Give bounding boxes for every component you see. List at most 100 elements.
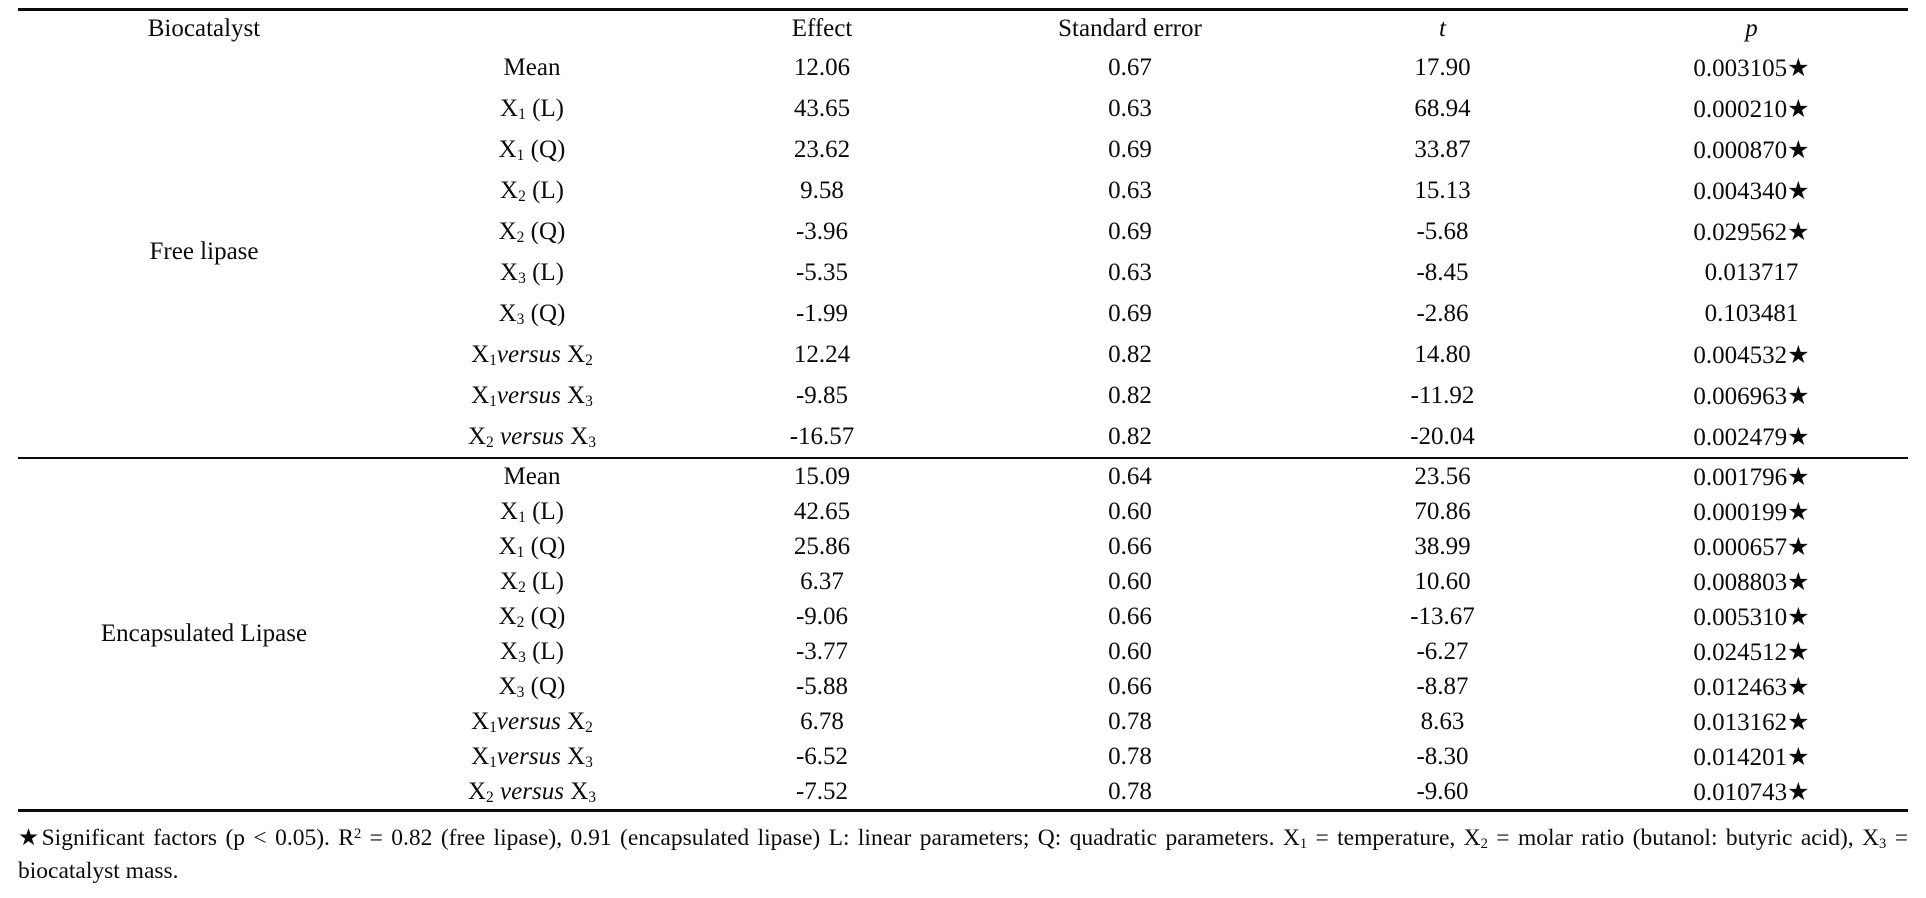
p-cell: 0.013717: [1704, 258, 1799, 286]
t-cell: -20.04: [1410, 422, 1475, 450]
standard-error-cell: 0.63: [1108, 176, 1152, 204]
t-cell: 33.87: [1414, 135, 1471, 163]
table-row: X1versus X2 12.24 0.82 14.80 0.004532★: [18, 334, 1908, 375]
col-header-t: t: [1439, 15, 1446, 42]
table-row: Free lipase Mean 12.06 0.67 17.90 0.003105★: [18, 47, 1908, 266]
section-encapsulated-lipase: Encapsulated Lipase Mean 15.09 0.64 23.56 0.0…: [18, 458, 1908, 811]
t-cell: 10.60: [1414, 567, 1471, 595]
footnote: ★Significant factors (p < 0.05). R2 = 0.…: [18, 825, 1908, 884]
table-row: Encapsulated Lipase Mean 15.09 0.64 23.56 0.0…: [18, 458, 1908, 648]
effect-cell: -6.52: [795, 742, 849, 770]
standard-error-cell: 0.63: [1108, 258, 1152, 286]
effect-cell: 42.65: [793, 497, 851, 525]
standard-error-cell: 0.63: [1108, 94, 1152, 122]
table-row: X3 (Q) -1.99 0.69 -2.86 0.103481: [18, 293, 1908, 334]
standard-error-cell: 0.64: [1108, 462, 1152, 490]
factor-cell: X3 (L): [500, 637, 564, 666]
t-cell: 68.94: [1414, 94, 1471, 122]
standard-error-cell: 0.69: [1108, 217, 1152, 245]
t-cell: 8.63: [1420, 707, 1465, 735]
effect-cell: 12.24: [793, 340, 851, 368]
factor-cell: X1 (Q): [498, 135, 566, 164]
standard-error-cell: 0.66: [1108, 532, 1152, 560]
p-cell: 0.000199★: [1693, 498, 1810, 526]
standard-error-cell: 0.82: [1108, 422, 1152, 450]
factor-cell: X1 (L): [500, 497, 564, 526]
factor-cell: X2 (Q): [498, 217, 566, 246]
standard-error-cell: 0.78: [1108, 742, 1152, 770]
table-row: X2 (Q) -9.06 0.66 -13.67 0.005310★: [18, 599, 1908, 634]
factor-cell: X1versus X3: [471, 381, 593, 410]
standard-error-cell: 0.60: [1108, 497, 1152, 525]
p-cell: 0.103481: [1704, 299, 1799, 327]
effect-cell: -9.85: [795, 381, 849, 409]
paper-table-figure: Biocatalyst Effect Standard error t p Fr…: [18, 8, 1908, 888]
standard-error-cell: 0.69: [1108, 299, 1152, 327]
col-header-biocatalyst: Biocatalyst: [147, 15, 261, 42]
factor-cell: X1versus X3: [471, 742, 593, 771]
p-cell: 0.012463★: [1693, 673, 1810, 701]
factor-cell: X2 (L): [500, 176, 564, 205]
table-row: X1 (L) 43.65 0.63 68.94 0.000210★: [18, 88, 1908, 129]
factor-cell: Mean: [503, 462, 561, 490]
section-free-lipase: Free lipase Mean 12.06 0.67 17.90 0.003105★ X1…: [18, 47, 1908, 458]
effect-cell: -5.35: [795, 258, 849, 286]
effect-cell: 6.37: [800, 567, 844, 595]
factor-cell: X3 (Q): [498, 672, 566, 701]
t-cell: -8.30: [1416, 742, 1469, 770]
effect-cell: -3.96: [795, 217, 849, 245]
t-cell: -8.87: [1416, 672, 1469, 700]
effect-cell: 23.62: [793, 135, 851, 163]
effect-cell: -7.52: [795, 777, 849, 805]
effect-cell: -16.57: [789, 422, 855, 450]
table-row: X3 (L) -5.35 0.63 -8.45 0.013717: [18, 252, 1908, 293]
table-row: X1 (Q) 25.86 0.66 38.99 0.000657★: [18, 529, 1908, 564]
p-cell: 0.006963★: [1693, 382, 1810, 410]
col-header-standard-error: Standard error: [1058, 15, 1202, 42]
t-cell: 15.13: [1414, 176, 1471, 204]
biocatalyst-label: Free lipase: [149, 238, 259, 265]
biocatalyst-label: Encapsulated Lipase: [100, 620, 308, 647]
table-row: X1 (Q) 23.62 0.69 33.87 0.000870★: [18, 129, 1908, 170]
effect-cell: -1.99: [795, 299, 849, 327]
effect-cell: -9.06: [795, 602, 849, 630]
t-cell: 17.90: [1414, 53, 1471, 81]
col-header-p: p: [1745, 15, 1758, 42]
effect-cell: -3.77: [795, 637, 849, 665]
standard-error-cell: 0.67: [1108, 53, 1152, 81]
t-cell: -13.67: [1410, 602, 1475, 630]
effect-cell: 25.86: [793, 532, 851, 560]
effect-cell: 9.58: [800, 176, 844, 204]
p-cell: 0.010743★: [1693, 778, 1810, 806]
effect-cell: 15.09: [793, 462, 851, 490]
t-cell: -11.92: [1410, 381, 1475, 409]
table-row: X1versus X3 -6.52 0.78 -8.30 0.014201★: [18, 739, 1908, 774]
effect-cell: 43.65: [793, 94, 851, 122]
table-row: X3 (Q) -5.88 0.66 -8.87 0.012463★: [18, 669, 1908, 704]
p-cell: 0.024512★: [1693, 638, 1810, 666]
table-row: X1versus X3 -9.85 0.82 -11.92 0.006963★: [18, 375, 1908, 416]
p-cell: 0.004532★: [1693, 341, 1810, 369]
t-cell: 38.99: [1414, 532, 1471, 560]
factor-cell: X1 (Q): [498, 532, 566, 561]
t-cell: 14.80: [1414, 340, 1471, 368]
p-cell: 0.008803★: [1693, 568, 1810, 596]
table-row: X1versus X2 6.78 0.78 8.63 0.013162★: [18, 704, 1908, 739]
standard-error-cell: 0.82: [1108, 381, 1152, 409]
table-header-row: Biocatalyst Effect Standard error t p: [18, 10, 1908, 48]
factor-cell: X3 (Q): [498, 299, 566, 328]
p-cell: 0.000210★: [1693, 95, 1810, 123]
factor-cell: X3 (L): [500, 258, 564, 287]
t-cell: 23.56: [1414, 462, 1471, 490]
anova-effects-table: Biocatalyst Effect Standard error t p Fr…: [18, 8, 1908, 812]
table-row: X2 (Q) -3.96 0.69 -5.68 0.029562★: [18, 211, 1908, 252]
p-cell: 0.014201★: [1693, 743, 1810, 771]
p-cell: 0.005310★: [1693, 603, 1810, 631]
p-cell: 0.003105★: [1693, 54, 1810, 82]
factor-cell: X1versus X2: [471, 340, 593, 369]
table-row: X2 (L) 9.58 0.63 15.13 0.004340★: [18, 170, 1908, 211]
t-cell: -8.45: [1416, 258, 1469, 286]
p-cell: 0.004340★: [1693, 177, 1810, 205]
factor-cell: X1versus X2: [471, 707, 593, 736]
standard-error-cell: 0.66: [1108, 602, 1152, 630]
